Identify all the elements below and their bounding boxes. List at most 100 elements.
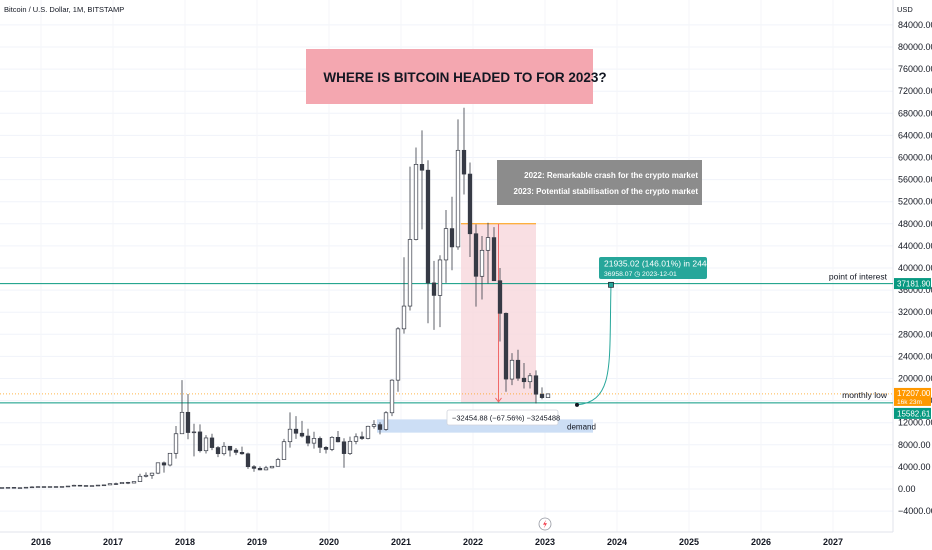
candle[interactable] xyxy=(23,486,29,489)
candle[interactable] xyxy=(251,465,257,472)
candle[interactable] xyxy=(419,130,425,230)
candle[interactable] xyxy=(185,393,191,440)
projection-curve[interactable] xyxy=(576,284,612,406)
candle[interactable] xyxy=(101,484,107,487)
candle[interactable] xyxy=(53,486,59,488)
candle[interactable] xyxy=(449,196,455,271)
candle[interactable] xyxy=(143,472,149,478)
candle[interactable] xyxy=(395,327,401,392)
candle[interactable] xyxy=(161,461,167,473)
candle[interactable] xyxy=(431,260,437,330)
candle[interactable] xyxy=(527,372,533,389)
candle[interactable] xyxy=(467,162,473,257)
candle[interactable] xyxy=(59,486,65,488)
candle[interactable] xyxy=(137,473,143,482)
candle[interactable] xyxy=(281,438,287,460)
candle[interactable] xyxy=(287,412,293,448)
candle[interactable] xyxy=(359,431,365,440)
candle[interactable] xyxy=(413,147,419,241)
candle[interactable] xyxy=(485,222,491,284)
candle[interactable] xyxy=(215,446,221,458)
candle[interactable] xyxy=(347,436,353,456)
candle[interactable] xyxy=(509,353,515,386)
candle[interactable] xyxy=(269,465,275,469)
candle[interactable] xyxy=(11,487,17,489)
candle[interactable] xyxy=(479,235,485,300)
candle[interactable] xyxy=(275,457,281,467)
candle[interactable] xyxy=(371,420,377,429)
candle[interactable] xyxy=(29,486,35,489)
candle[interactable] xyxy=(407,166,413,311)
candle[interactable] xyxy=(383,411,389,431)
candle[interactable] xyxy=(47,486,53,488)
candle[interactable] xyxy=(311,431,317,449)
candle[interactable] xyxy=(239,446,245,455)
candle-body xyxy=(59,486,65,488)
candle[interactable] xyxy=(179,380,185,435)
candle[interactable] xyxy=(353,433,359,445)
candle[interactable] xyxy=(437,255,443,328)
candle[interactable] xyxy=(0,487,5,489)
candle[interactable] xyxy=(65,485,71,488)
candle[interactable] xyxy=(365,425,371,440)
candle[interactable] xyxy=(125,481,131,485)
candle[interactable] xyxy=(191,423,197,457)
candle[interactable] xyxy=(461,107,467,195)
candle[interactable] xyxy=(257,466,263,471)
candle[interactable] xyxy=(425,160,431,324)
candle[interactable] xyxy=(113,482,119,485)
candle[interactable] xyxy=(503,312,509,392)
candle[interactable] xyxy=(335,430,341,443)
candle[interactable] xyxy=(41,486,47,488)
candle[interactable] xyxy=(473,224,479,307)
candle[interactable] xyxy=(233,448,239,456)
candle[interactable] xyxy=(305,428,311,447)
candle[interactable] xyxy=(35,486,41,488)
candle[interactable] xyxy=(317,436,323,453)
candle[interactable] xyxy=(17,487,23,489)
candle[interactable] xyxy=(539,387,545,400)
candle[interactable] xyxy=(455,119,461,250)
candle[interactable] xyxy=(491,227,497,282)
candle[interactable] xyxy=(95,484,101,487)
candle[interactable] xyxy=(131,481,137,484)
candle[interactable] xyxy=(401,257,407,334)
projection-end-handle[interactable] xyxy=(608,281,614,288)
candle[interactable] xyxy=(497,268,503,342)
candle[interactable] xyxy=(167,452,173,467)
candle[interactable] xyxy=(155,462,161,475)
candle[interactable] xyxy=(227,445,233,457)
candle[interactable] xyxy=(83,485,89,487)
candle[interactable] xyxy=(71,484,77,487)
projection-start-dot[interactable] xyxy=(575,402,579,407)
candle[interactable] xyxy=(209,433,215,451)
candle[interactable] xyxy=(521,363,527,389)
candle[interactable] xyxy=(515,349,521,381)
candle[interactable] xyxy=(173,426,179,459)
candle[interactable] xyxy=(77,484,83,487)
candle[interactable] xyxy=(377,422,383,435)
candle[interactable] xyxy=(107,483,113,486)
candle[interactable] xyxy=(5,487,11,489)
time-axis[interactable]: 2016 2017 2018 2019 2020 2021 2022 2023 2024 2025… xyxy=(0,531,893,547)
candle[interactable] xyxy=(263,465,269,471)
candle[interactable] xyxy=(203,435,209,454)
candle[interactable] xyxy=(149,472,155,479)
candle[interactable] xyxy=(323,446,329,454)
candle[interactable] xyxy=(293,416,299,439)
candle[interactable] xyxy=(245,452,251,469)
candles[interactable] xyxy=(0,107,551,489)
candle[interactable] xyxy=(89,485,95,487)
candle[interactable] xyxy=(221,442,227,456)
lightning-icon[interactable] xyxy=(538,517,552,531)
candle[interactable] xyxy=(299,420,305,438)
candle[interactable] xyxy=(341,438,347,468)
candle[interactable] xyxy=(389,379,395,417)
candle[interactable] xyxy=(533,370,539,404)
candle[interactable] xyxy=(197,424,203,453)
candle[interactable] xyxy=(119,482,125,485)
candle[interactable] xyxy=(329,436,335,452)
candle[interactable] xyxy=(443,209,449,283)
candle[interactable] xyxy=(545,393,551,398)
